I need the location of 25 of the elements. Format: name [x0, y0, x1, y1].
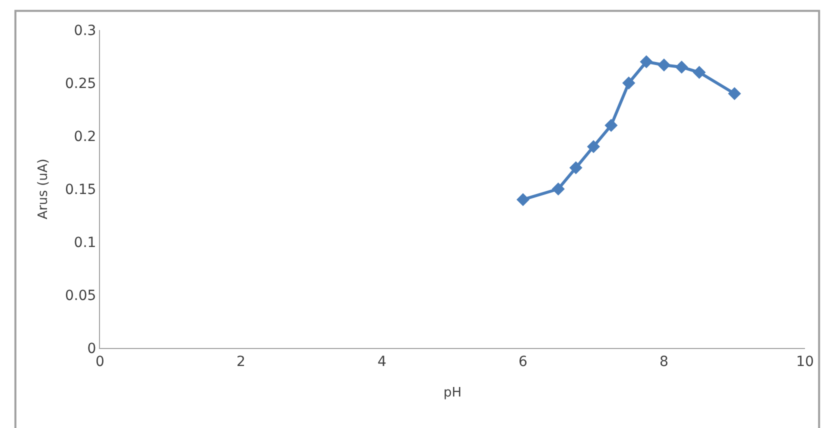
point [692, 66, 706, 79]
x-tick-label: 10 [796, 354, 814, 370]
x-tick-label: 6 [518, 354, 528, 370]
point [728, 87, 741, 100]
y-tick-label: 0.3 [74, 22, 96, 39]
x-tick-label: 4 [378, 354, 387, 370]
x-axis-title: pH [443, 385, 462, 400]
point [622, 76, 636, 90]
point [569, 161, 582, 174]
y-tick-label: 0.05 [65, 288, 96, 304]
point [604, 118, 618, 132]
y-axis-title: Arus (uA) [36, 158, 51, 220]
point [675, 60, 688, 74]
point [552, 182, 565, 196]
point [587, 140, 600, 154]
x-tick-label: 2 [236, 354, 246, 370]
y-tick-label: 0 [87, 340, 96, 357]
point [516, 193, 530, 206]
y-tick-label: 0.25 [65, 76, 96, 92]
y-tick-label: 0.15 [65, 182, 96, 198]
y-tick-label: 0.1 [74, 234, 96, 251]
y-tick-label: 0.2 [74, 128, 96, 145]
point [658, 58, 670, 72]
x-tick-label: 8 [660, 354, 668, 370]
point [640, 55, 653, 68]
